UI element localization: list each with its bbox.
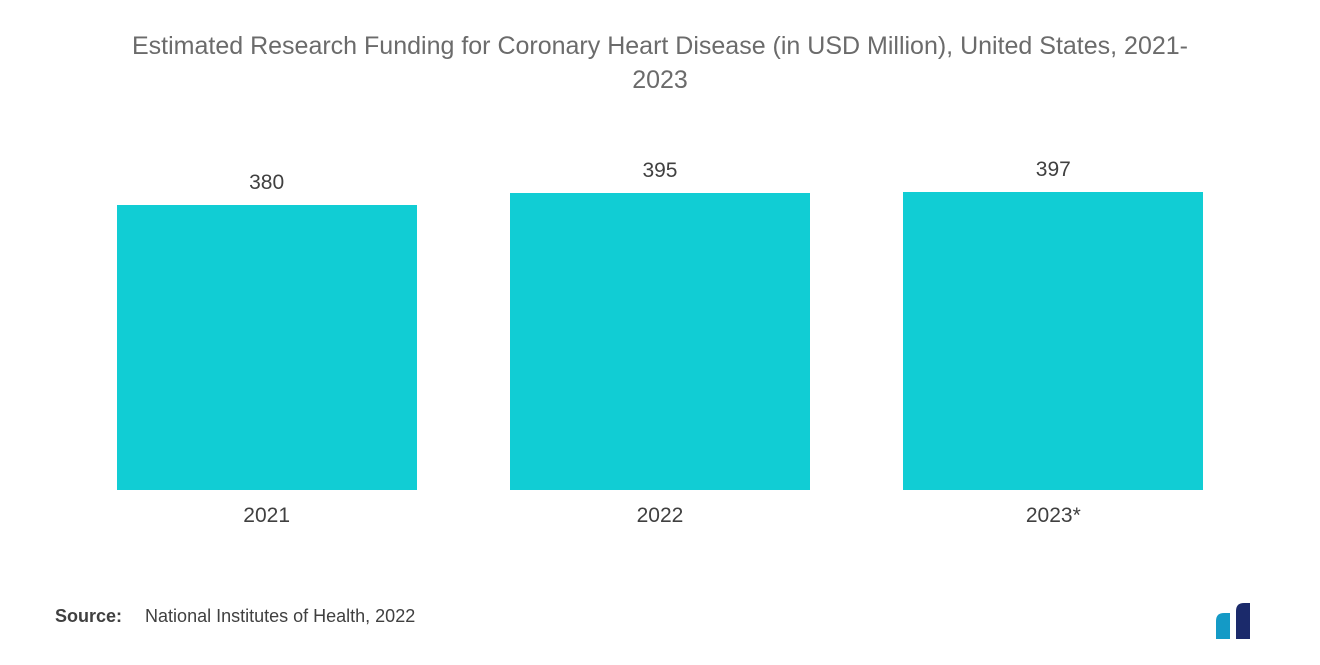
bar bbox=[510, 193, 810, 489]
bar-value-label: 380 bbox=[249, 171, 284, 195]
bar-group-0: 380 2021 bbox=[117, 171, 417, 528]
bar-category-label: 2023* bbox=[1026, 504, 1081, 528]
source-text: National Institutes of Health, 2022 bbox=[145, 606, 415, 626]
bar-group-1: 395 2022 bbox=[510, 159, 810, 527]
source-citation: Source: National Institutes of Health, 2… bbox=[55, 606, 415, 627]
plot-area: 380 2021 395 2022 397 2023* bbox=[50, 168, 1270, 528]
logo-icon bbox=[1212, 599, 1270, 639]
bar bbox=[903, 192, 1203, 490]
chart-title: Estimated Research Funding for Coronary … bbox=[110, 30, 1210, 98]
chart-container: Estimated Research Funding for Coronary … bbox=[0, 0, 1320, 665]
brand-logo bbox=[1212, 599, 1270, 639]
bar-value-label: 397 bbox=[1036, 158, 1071, 182]
bar-value-label: 395 bbox=[642, 159, 677, 183]
bar-group-2: 397 2023* bbox=[903, 158, 1203, 528]
bar-category-label: 2021 bbox=[243, 504, 290, 528]
source-label: Source: bbox=[55, 606, 122, 626]
bar-category-label: 2022 bbox=[637, 504, 684, 528]
bar bbox=[117, 205, 417, 490]
